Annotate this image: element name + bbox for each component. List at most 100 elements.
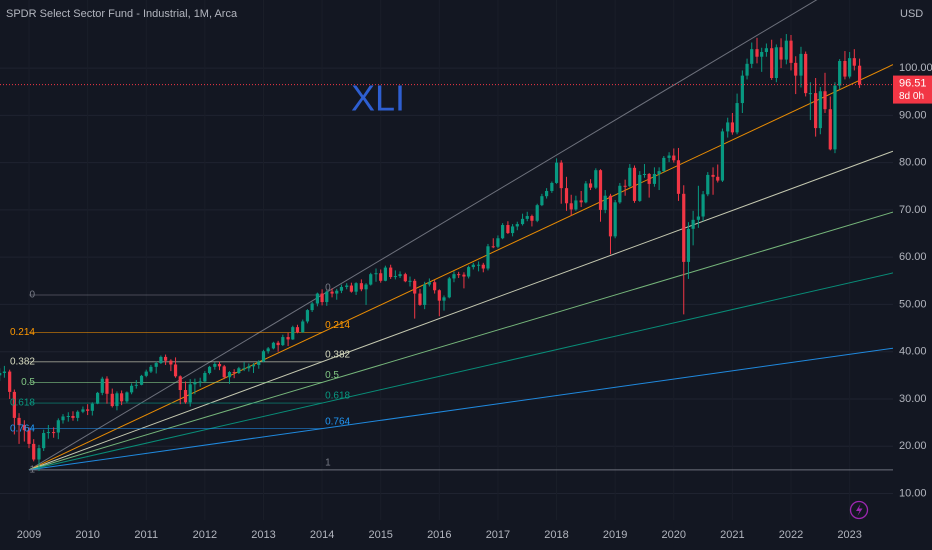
y-tick-label: 40.00 bbox=[899, 346, 927, 358]
candle-body bbox=[520, 218, 525, 225]
candle-body bbox=[379, 273, 383, 281]
candle-body bbox=[52, 432, 56, 434]
candle-body bbox=[408, 280, 412, 282]
x-tick-label: 2023 bbox=[837, 529, 861, 541]
candle-body bbox=[691, 219, 695, 229]
candle-body bbox=[623, 185, 627, 187]
candle-body bbox=[760, 52, 764, 57]
lightning-icon[interactable] bbox=[849, 500, 869, 520]
candle-body bbox=[433, 282, 437, 291]
fib-level-label: 0.214 bbox=[10, 327, 35, 338]
candle-body bbox=[857, 65, 862, 85]
candle-body bbox=[0, 372, 2, 376]
candle-body bbox=[481, 264, 485, 269]
candle-body bbox=[559, 162, 563, 189]
candle-body bbox=[799, 53, 803, 76]
fib-fan-line bbox=[28, 272, 893, 471]
candle-body bbox=[2, 371, 6, 373]
candle-body bbox=[814, 93, 818, 129]
candle-body bbox=[129, 385, 134, 393]
x-tick-label: 2012 bbox=[193, 529, 217, 541]
candle-body bbox=[447, 278, 451, 298]
candle-body bbox=[251, 364, 256, 367]
fib-level-label: 0.382 bbox=[10, 356, 35, 367]
y-tick-label: 80.00 bbox=[899, 157, 927, 169]
candle-body bbox=[491, 246, 495, 248]
candle-body bbox=[720, 131, 725, 181]
candle-body bbox=[632, 167, 637, 201]
candle-body bbox=[413, 280, 417, 294]
candle-body bbox=[320, 293, 324, 303]
candle-body bbox=[403, 274, 407, 282]
candle-body bbox=[764, 48, 768, 52]
candle-body bbox=[711, 174, 715, 177]
candle-body bbox=[32, 443, 36, 460]
x-tick-label: 2013 bbox=[251, 529, 275, 541]
candle-body bbox=[207, 366, 212, 373]
fib-level-label: 0.5 bbox=[325, 370, 339, 381]
candle-body bbox=[564, 188, 569, 204]
candle-body bbox=[808, 93, 812, 95]
candle-body bbox=[770, 48, 774, 78]
candle-body bbox=[618, 185, 622, 203]
candle-body bbox=[374, 273, 378, 275]
candle-body bbox=[369, 274, 373, 285]
candle-body bbox=[686, 228, 691, 262]
candle-body bbox=[437, 290, 441, 301]
candle-body bbox=[349, 285, 353, 292]
candle-body bbox=[12, 391, 16, 418]
candle-body bbox=[833, 85, 837, 150]
candle-body bbox=[86, 409, 90, 411]
candle-body bbox=[173, 364, 178, 377]
candle-body bbox=[398, 274, 402, 277]
candle-body bbox=[144, 371, 148, 376]
chart-title: SPDR Select Sector Fund - Industrial, 1M… bbox=[6, 8, 238, 20]
candle-body bbox=[696, 216, 700, 220]
candle-body bbox=[330, 291, 334, 294]
candle-body bbox=[198, 381, 202, 383]
candle-body bbox=[325, 291, 329, 303]
candle-body bbox=[804, 53, 808, 94]
x-tick-label: 2015 bbox=[368, 529, 392, 541]
candle-body bbox=[393, 276, 397, 278]
grid bbox=[0, 67, 893, 495]
candle-body bbox=[76, 411, 80, 418]
candle-body bbox=[66, 416, 70, 417]
x-tick-label: 2022 bbox=[779, 529, 803, 541]
candle-body bbox=[17, 417, 21, 425]
y-tick-label: 50.00 bbox=[899, 298, 927, 310]
candle-body bbox=[71, 416, 75, 418]
candle-body bbox=[427, 282, 431, 285]
candle-body bbox=[476, 264, 481, 266]
candle-body bbox=[61, 416, 65, 421]
candle-body bbox=[662, 157, 666, 172]
x-tick-label: 2018 bbox=[544, 529, 568, 541]
candle-body bbox=[193, 382, 197, 385]
candle-body bbox=[779, 47, 783, 60]
candle-body bbox=[149, 366, 153, 372]
candle-body bbox=[125, 392, 129, 402]
fib-fan-line bbox=[28, 211, 893, 471]
x-tick-label: 2011 bbox=[134, 529, 158, 541]
candle-body bbox=[22, 424, 26, 431]
candle-body bbox=[496, 238, 500, 247]
candle-body bbox=[535, 205, 539, 221]
countdown-label: 8d 0h bbox=[899, 91, 924, 102]
candle-body bbox=[178, 376, 182, 390]
candle-body bbox=[540, 196, 544, 206]
candle-body bbox=[183, 390, 188, 403]
candle-body bbox=[579, 200, 583, 203]
candle-body bbox=[574, 200, 578, 210]
candle-body bbox=[139, 375, 144, 385]
candle-body bbox=[120, 393, 124, 402]
candle-body bbox=[295, 327, 300, 333]
candle-body bbox=[222, 366, 226, 378]
candle-body bbox=[37, 448, 41, 460]
x-tick-label: 2014 bbox=[310, 529, 334, 541]
fib-level-label: 0.382 bbox=[325, 349, 350, 360]
candle-body bbox=[457, 274, 461, 276]
candle-body bbox=[163, 356, 168, 361]
candle-body bbox=[276, 342, 280, 346]
candle-body bbox=[42, 433, 46, 449]
